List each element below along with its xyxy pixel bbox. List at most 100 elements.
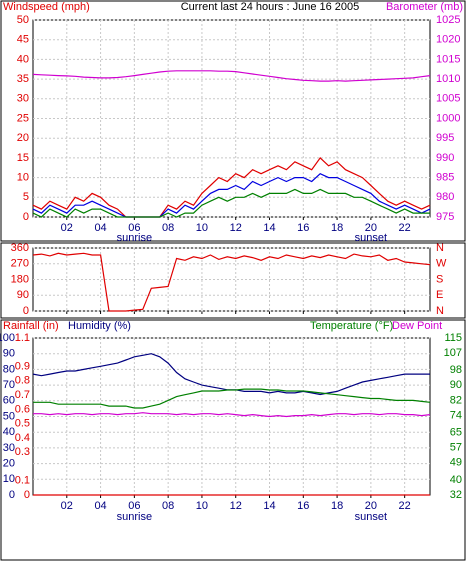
y2-tick-label: W (436, 258, 447, 270)
x-tick-label: 08 (162, 500, 174, 512)
legend-label: Dew Point (392, 320, 442, 332)
y-tick-label: 20 (17, 132, 29, 144)
x-tick-label: 04 (94, 500, 106, 512)
y-tick-label: 0 (23, 305, 29, 317)
y-tick-label: 90 (3, 348, 15, 360)
y3-tick-label: 0.1 (15, 475, 30, 487)
y-tick-label: 360 (11, 242, 29, 254)
panel-frame (0, 0, 466, 242)
y-tick-label: 180 (11, 273, 29, 285)
y3-tick-label: 0.8 (15, 375, 30, 387)
x-tick-label: 10 (196, 222, 208, 234)
y2-tick-label: 990 (436, 152, 454, 164)
x-tick-label: 14 (263, 500, 275, 512)
y3-tick-label: 0.3 (15, 446, 30, 458)
series-line (32, 172, 431, 218)
y-tick-label: 50 (17, 14, 29, 26)
panel-frame (0, 242, 466, 319)
x-tick-label: 20 (365, 222, 377, 234)
x-tick-label: 02 (61, 222, 73, 234)
y2-axis-title: Barometer (mb) (386, 1, 463, 13)
x-tick-label: 12 (230, 222, 242, 234)
y2-tick-label: 1010 (436, 73, 460, 85)
y-tick-label: 5 (23, 191, 29, 203)
annotation: sunset (355, 511, 387, 523)
series-line (32, 188, 430, 218)
x-tick-label: 18 (331, 500, 343, 512)
y-axis-title: Humidity (%) (68, 320, 131, 332)
y2-tick-label: 40 (450, 474, 462, 486)
y3-tick-label: 0.4 (15, 432, 30, 444)
y-tick-label: 30 (17, 93, 29, 105)
y-tick-label: 25 (17, 112, 29, 124)
y2-tick-label: 57 (450, 442, 462, 454)
y-tick-label: 10 (3, 473, 15, 485)
y2-tick-label: 115 (444, 332, 462, 344)
annotation: sunrise (117, 511, 152, 523)
x-tick-label: 16 (297, 222, 309, 234)
y2-tick-label: 1000 (436, 112, 460, 124)
y-tick-label: 0 (9, 489, 15, 501)
y-tick-label: 15 (17, 152, 29, 164)
panel-frame (0, 319, 466, 561)
y-tick-label: 45 (17, 34, 29, 46)
y-tick-label: 80 (3, 363, 15, 375)
y2-tick-label: 98 (450, 364, 462, 376)
x-tick-label: 22 (399, 500, 411, 512)
x-tick-label: 22 (399, 222, 411, 234)
y3-axis-title: Rainfall (in) (3, 320, 59, 332)
y-axis-title: Windspeed (mph) (3, 1, 90, 13)
y-tick-label: 90 (17, 289, 29, 301)
y-tick-label: 40 (3, 426, 15, 438)
y2-tick-label: 980 (436, 191, 454, 203)
x-tick-label: 04 (94, 222, 106, 234)
y3-tick-label: 0.9 (15, 360, 30, 372)
y2-tick-label: 1020 (436, 34, 460, 46)
y2-tick-label: S (436, 273, 443, 285)
series-line (33, 412, 431, 418)
x-tick-label: 10 (196, 500, 208, 512)
y2-tick-label: 82 (450, 394, 462, 406)
x-tick-label: 06 (128, 500, 140, 512)
chart-title: Current last 24 hours : June 16 2005 (181, 1, 360, 13)
y-tick-label: 50 (3, 410, 15, 422)
x-tick-label: 12 (230, 500, 242, 512)
y3-tick-label: 1.1 (15, 332, 30, 344)
y2-tick-label: 995 (436, 132, 454, 144)
y2-tick-label: 90 (450, 379, 462, 391)
y-tick-label: 40 (17, 53, 29, 65)
annotation: sunrise (117, 232, 152, 244)
series-line (33, 388, 431, 409)
x-tick-label: 02 (61, 500, 73, 512)
annotation: sunset (355, 232, 387, 244)
y2-tick-label: 1015 (436, 53, 460, 65)
x-tick-label: 14 (263, 222, 275, 234)
x-tick-label: 08 (162, 222, 174, 234)
y-tick-label: 70 (3, 379, 15, 391)
x-tick-label: 20 (365, 500, 377, 512)
y2-tick-label: 1025 (436, 14, 460, 26)
series-line (32, 70, 431, 82)
y3-tick-label: 0.6 (15, 403, 30, 415)
series-line (32, 252, 431, 312)
y-tick-label: 20 (3, 458, 15, 470)
y-tick-label: 60 (3, 395, 15, 407)
y2-tick-label: E (436, 289, 443, 301)
y2-tick-label: 985 (436, 172, 454, 184)
y-tick-label: 30 (3, 442, 15, 454)
y2-tick-label: 49 (450, 457, 462, 469)
y-tick-label: 0 (23, 211, 29, 223)
plot-area (32, 19, 431, 218)
y2-tick-label: 32 (450, 489, 462, 501)
y-tick-label: 100 (0, 332, 15, 344)
y2-tick-label: 107 (444, 347, 462, 359)
y2-axis-title: Temperature (°F) (310, 320, 393, 332)
y2-tick-label: 975 (436, 211, 454, 223)
x-tick-label: 16 (297, 500, 309, 512)
y-tick-label: 270 (11, 258, 29, 270)
x-tick-label: 18 (331, 222, 343, 234)
y2-tick-label: 65 (450, 426, 462, 438)
y2-tick-label: N (436, 242, 444, 254)
y3-tick-label: 0.5 (15, 418, 30, 430)
